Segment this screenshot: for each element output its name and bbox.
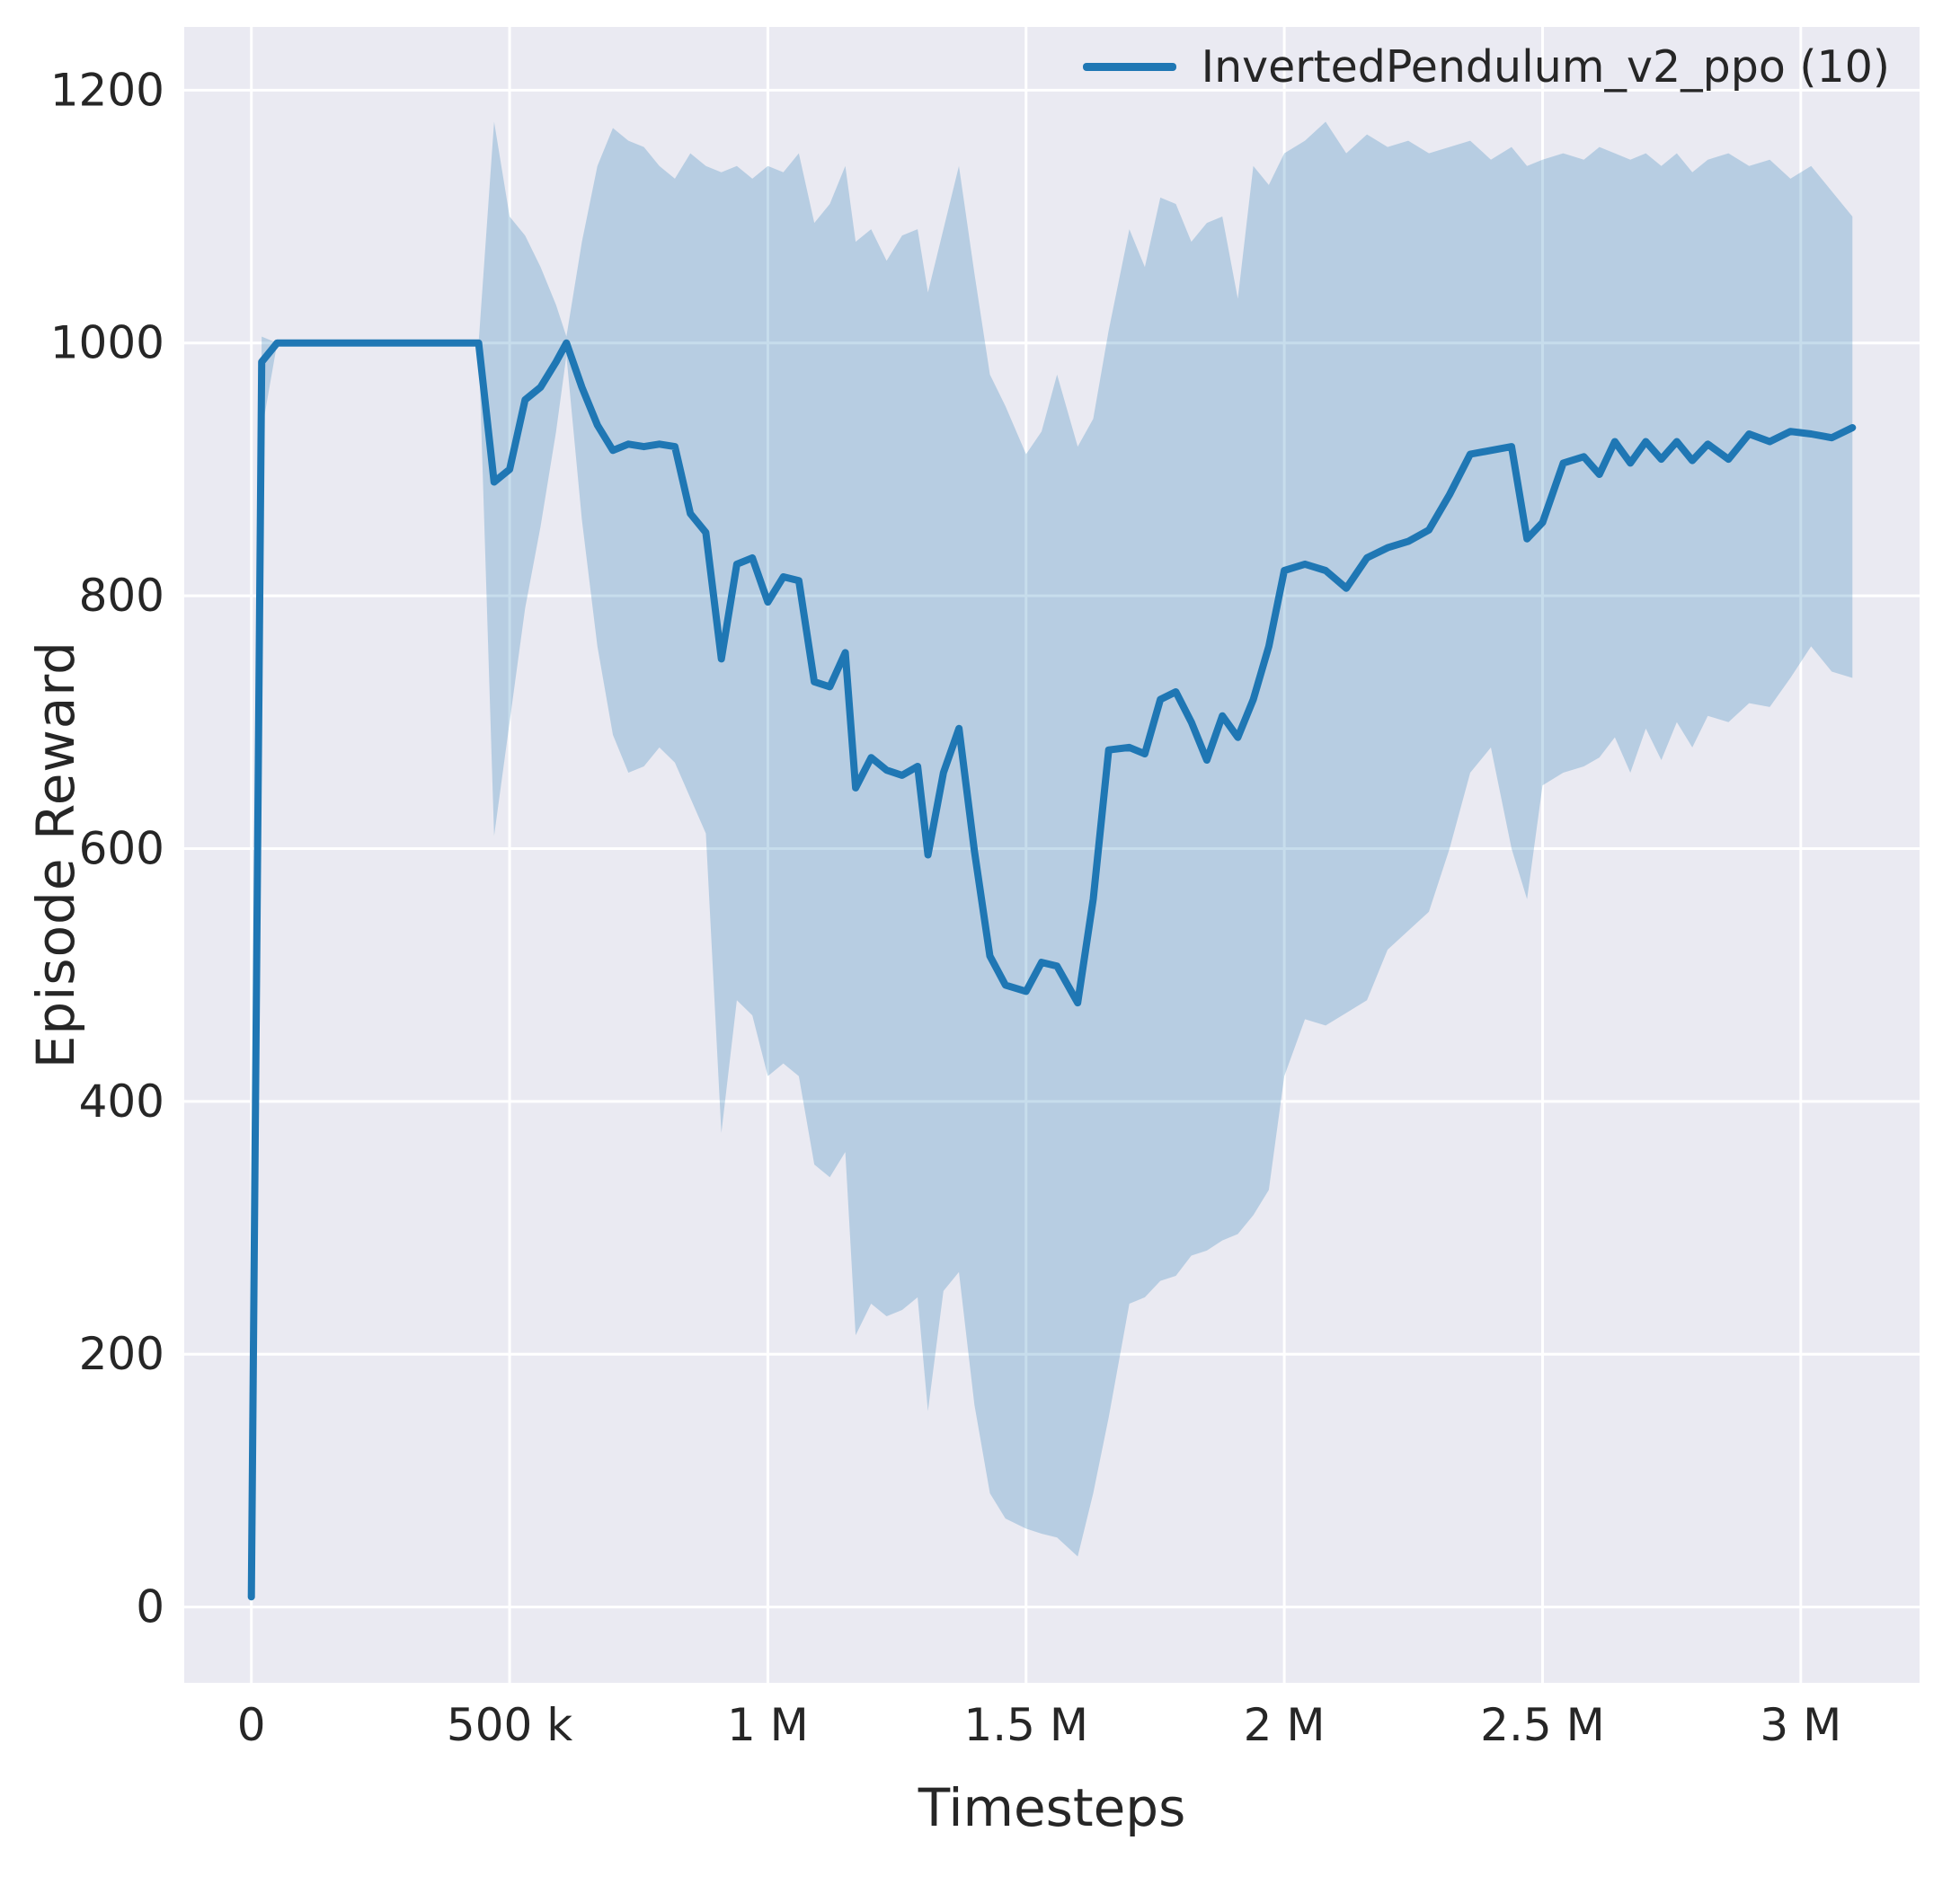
y-tick-label: 400 [79, 1075, 164, 1128]
y-tick-label: 800 [79, 570, 164, 622]
mean-reward-line [247, 339, 1857, 1601]
legend-label: InvertedPendulum_v2_ppo (10) [1201, 41, 1890, 93]
y-axis-label: Episode Reward [25, 27, 86, 1683]
x-tick-label: 1 M [727, 1699, 809, 1751]
y-tick-label: 0 [136, 1581, 164, 1633]
x-tick-label: 500 k [447, 1699, 572, 1751]
plot-background [184, 27, 1920, 1683]
x-tick-label: 2 M [1244, 1699, 1326, 1751]
legend: InvertedPendulum_v2_ppo (10) [1082, 41, 1890, 93]
y-tick-label: 1200 [50, 64, 164, 116]
legend-line-sample [1082, 63, 1176, 71]
x-tick-label: 2.5 M [1480, 1699, 1605, 1751]
y-tick-label: 1000 [50, 317, 164, 369]
y-tick-label: 600 [79, 822, 164, 874]
x-tick-label: 0 [237, 1699, 266, 1751]
y-tick-label: 200 [79, 1328, 164, 1380]
x-axis-label: Timesteps [918, 1777, 1186, 1838]
x-tick-label: 3 M [1760, 1699, 1841, 1751]
x-tick-label: 1.5 M [963, 1699, 1088, 1751]
y-axis-label-text: Episode Reward [25, 641, 86, 1069]
